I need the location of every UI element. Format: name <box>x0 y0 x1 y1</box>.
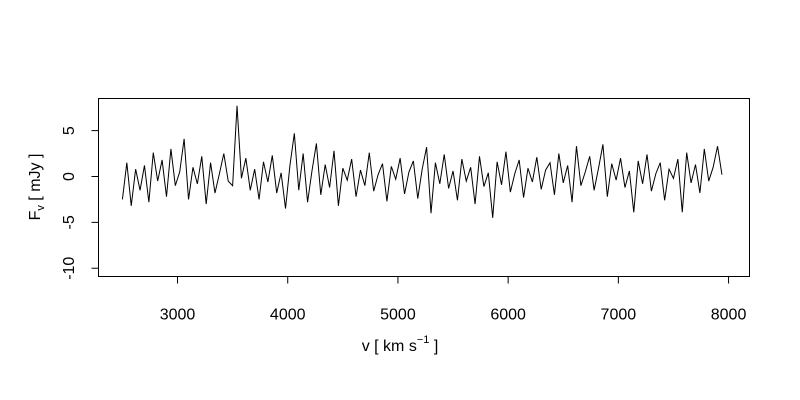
x-label-sup: −1 <box>417 334 430 346</box>
x-tick-label: 8000 <box>711 307 747 324</box>
x-tick-label: 7000 <box>601 307 637 324</box>
plot-frame <box>98 98 750 277</box>
y-label-sub: v <box>35 205 47 211</box>
y-axis-label: Fv [ mJy ] <box>27 154 47 221</box>
y-label-end: [ mJy ] <box>27 154 44 206</box>
x-label-end: ] <box>429 338 438 355</box>
y-tick-label: -10 <box>61 257 78 280</box>
y-label-main: F <box>27 210 44 220</box>
x-tick-label: 4000 <box>270 307 306 324</box>
x-axis-label: v [ km s−1 ] <box>362 334 439 355</box>
x-tick-label: 3000 <box>160 307 196 324</box>
spectrum-line <box>121 105 723 218</box>
y-tick-label: -5 <box>61 215 78 229</box>
y-tick-label: 0 <box>61 172 78 181</box>
x-tick-label: 5000 <box>380 307 416 324</box>
y-tick-label: 5 <box>61 126 78 135</box>
x-label-main: v [ km s <box>362 338 417 355</box>
x-tick-label: 6000 <box>490 307 526 324</box>
